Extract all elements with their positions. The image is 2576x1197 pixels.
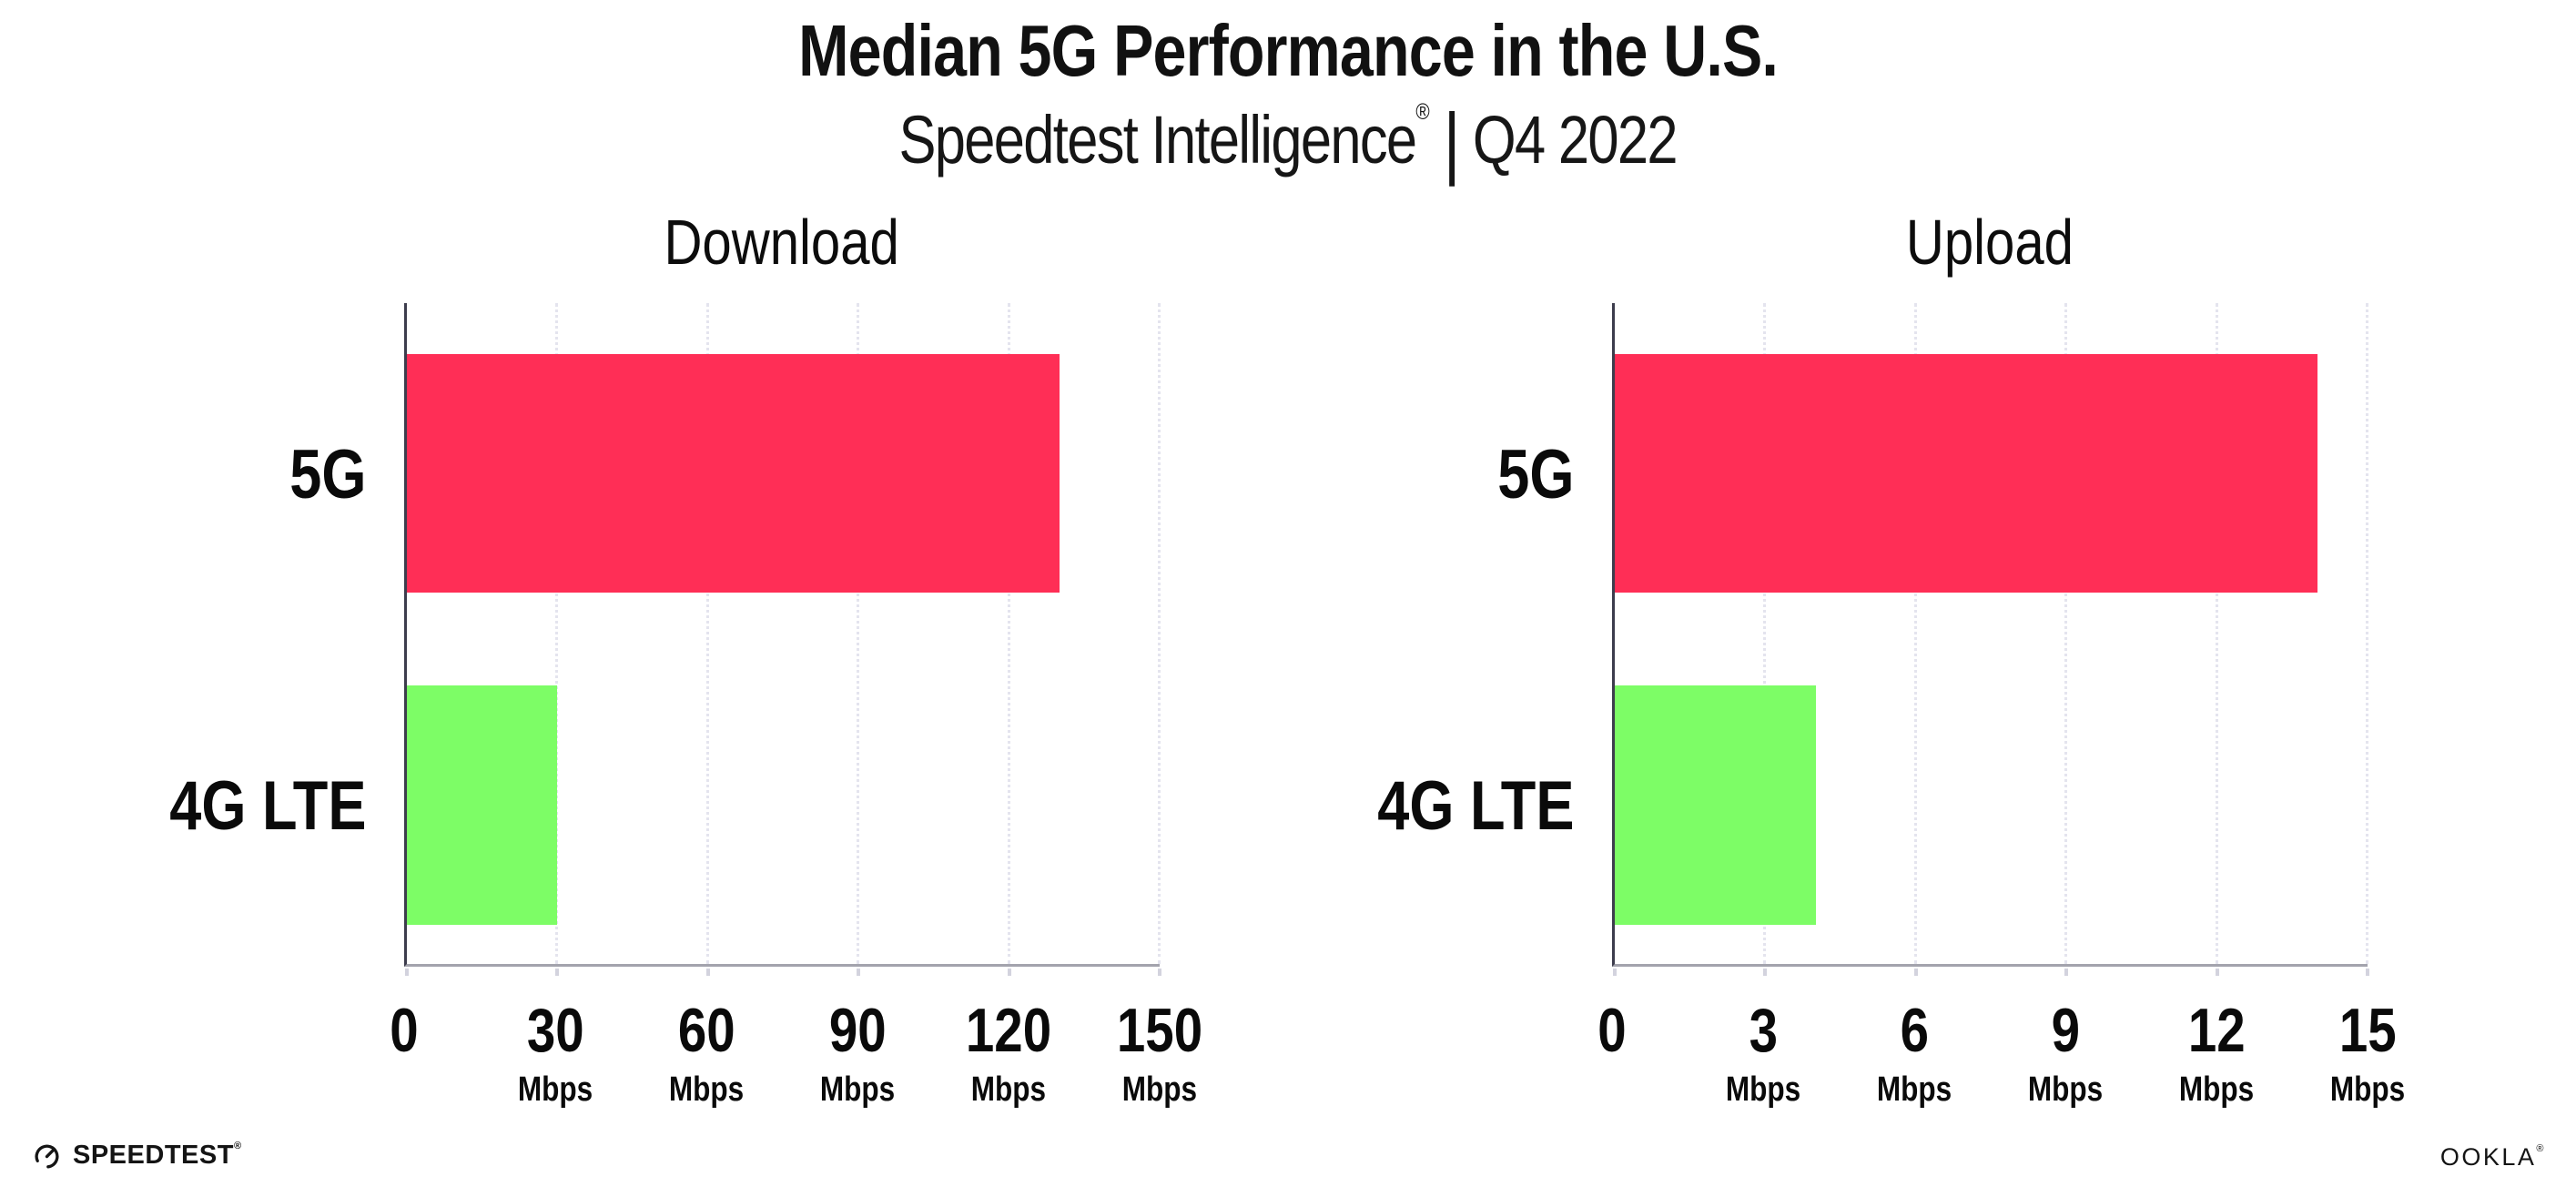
gridline-vertical — [1913, 303, 1917, 964]
gridline-vertical — [1763, 303, 1767, 964]
gridline-vertical — [2064, 303, 2068, 964]
ookla-trademark-mark: ® — [2536, 1143, 2546, 1154]
bar-4g-lte — [407, 685, 558, 925]
x-axis-tick — [1158, 969, 1161, 976]
x-tick-label: 0 — [1597, 996, 1627, 1065]
x-tick-label: 120 Mbps — [957, 999, 1060, 1107]
x-axis-tick — [405, 969, 409, 976]
x-tick-label: 150 Mbps — [1108, 999, 1211, 1107]
speedtest-gauge-icon — [33, 1141, 61, 1170]
x-axis-tick — [857, 969, 861, 976]
speedtest-wordmark-text: SPEEDTEST — [73, 1141, 234, 1170]
x-tick-label: 6 Mbps — [1869, 999, 1959, 1107]
subtitle-brand: Speedtest Intelligence — [898, 102, 1418, 178]
x-axis-tick — [2366, 969, 2369, 976]
upload-chart: Upload 0 3 Mbps 6 Mbps 9 Mbps 12 Mbps 15 Mbps 5G 4G … — [1377, 210, 2405, 1107]
gridline-vertical — [857, 303, 860, 964]
category-label-5g: 5G — [1496, 436, 1574, 513]
x-tick-unit: Mbps — [819, 1070, 896, 1109]
x-tick-unit: Mbps — [668, 1070, 745, 1109]
x-axis-tick — [1763, 969, 1768, 976]
x-tick-unit: Mbps — [2178, 1070, 2255, 1109]
x-tick-label: 90 Mbps — [812, 999, 902, 1107]
speedtest-trademark-mark: ® — [233, 1141, 242, 1151]
x-tick-label: 9 Mbps — [2020, 999, 2110, 1107]
x-tick-label: 12 Mbps — [2171, 999, 2261, 1107]
x-axis-tick — [705, 969, 710, 976]
speedtest-logo: SPEEDTEST® — [33, 1141, 242, 1170]
x-tick-label: 30 Mbps — [510, 999, 600, 1107]
download-chart: Download 0 30 Mbps 60 Mbps 90 Mbps 120 Mbps 150 Mb… — [169, 210, 1202, 1107]
category-label-4g-lte: 4G LTE — [168, 767, 366, 845]
x-tick-label: 3 Mbps — [1718, 999, 1808, 1107]
subtitle-separator: | — [1443, 96, 1461, 187]
x-tick-unit: Mbps — [970, 1070, 1047, 1109]
x-axis-tick — [555, 969, 560, 976]
upload-plot-area — [1612, 303, 2369, 976]
subtitle-period: Q4 2022 — [1473, 102, 1678, 178]
x-tick-unit: Mbps — [1121, 1070, 1198, 1109]
x-axis-tick — [1913, 969, 1918, 976]
gridline-vertical — [1158, 303, 1161, 964]
category-label-4g-lte: 4G LTE — [1376, 767, 1574, 845]
gridline-vertical — [2366, 303, 2368, 964]
chart-title: Download — [664, 207, 900, 278]
ookla-logo: OOKLA® — [2439, 1143, 2546, 1171]
registered-trademark-mark: ® — [1415, 99, 1430, 125]
speedtest-wordmark: SPEEDTEST® — [73, 1141, 242, 1170]
bar-5g — [407, 354, 1060, 593]
x-tick-unit: Mbps — [517, 1070, 593, 1109]
ookla-wordmark-text: OOKLA — [2439, 1143, 2537, 1171]
gridline-vertical — [705, 303, 709, 964]
gridline-vertical — [2215, 303, 2218, 964]
page-subtitle-text: Speedtest Intelligence® | Q4 2022 — [898, 96, 1678, 187]
x-axis-tick — [1007, 969, 1011, 976]
x-axis-tick — [2215, 969, 2219, 976]
x-tick-label: 15 Mbps — [2322, 999, 2412, 1107]
x-axis-tick — [2064, 969, 2069, 976]
x-tick-unit: Mbps — [2329, 1070, 2406, 1109]
x-tick-label: 0 — [390, 996, 419, 1065]
x-tick-unit: Mbps — [1725, 1070, 1801, 1109]
download-plot-area — [404, 303, 1161, 976]
chart-title: Upload — [1905, 207, 2074, 278]
x-tick-unit: Mbps — [1876, 1070, 1952, 1109]
x-tick-label: 60 Mbps — [661, 999, 751, 1107]
category-label-5g: 5G — [289, 436, 366, 513]
bar-5g — [1615, 354, 2317, 593]
x-tick-unit: Mbps — [2027, 1070, 2104, 1109]
page-subtitle: Speedtest Intelligence® | Q4 2022 — [0, 96, 2576, 187]
page-title-text: Median 5G Performance in the U.S. — [798, 10, 1779, 91]
gridline-vertical — [1007, 303, 1010, 964]
gridline-vertical — [555, 303, 559, 964]
x-axis-tick — [1613, 969, 1617, 976]
page-title: Median 5G Performance in the U.S. — [0, 15, 2576, 87]
bar-4g-lte — [1615, 685, 1816, 925]
